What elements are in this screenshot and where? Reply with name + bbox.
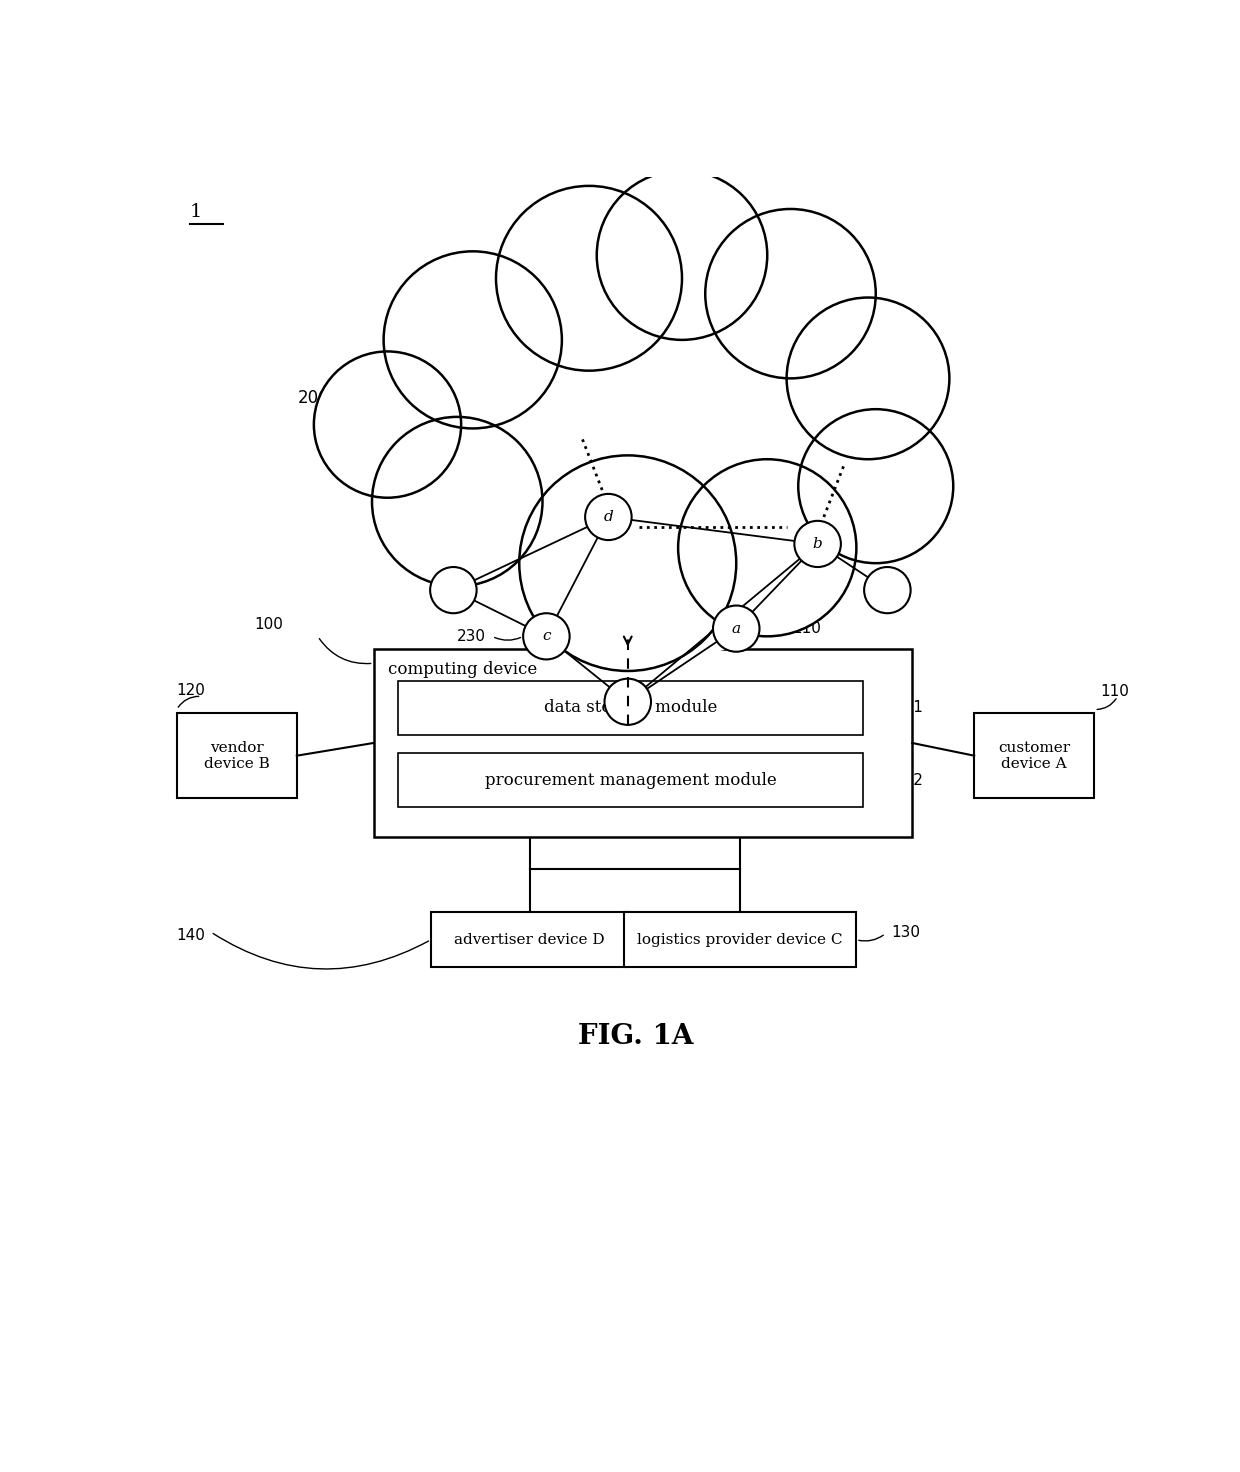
Circle shape [864, 567, 910, 614]
Text: 1: 1 [190, 203, 202, 221]
Circle shape [430, 567, 476, 614]
Text: 220: 220 [740, 509, 769, 524]
Text: 230: 230 [456, 629, 486, 643]
Circle shape [585, 495, 631, 540]
Circle shape [520, 455, 737, 671]
Circle shape [799, 409, 954, 564]
FancyBboxPatch shape [176, 714, 296, 798]
Circle shape [713, 605, 759, 652]
Text: 100: 100 [254, 617, 283, 633]
Text: advertiser device D: advertiser device D [454, 933, 605, 946]
Text: 240: 240 [647, 470, 676, 484]
Circle shape [678, 459, 857, 636]
Text: procurement management module: procurement management module [485, 771, 776, 789]
Text: computing device: computing device [387, 661, 537, 679]
FancyBboxPatch shape [373, 649, 913, 836]
Text: data storage module: data storage module [544, 699, 718, 717]
Circle shape [706, 209, 875, 378]
FancyBboxPatch shape [975, 714, 1095, 798]
Circle shape [795, 521, 841, 567]
Text: b: b [812, 537, 822, 551]
Circle shape [314, 352, 461, 498]
Text: 102: 102 [894, 773, 924, 788]
Circle shape [523, 614, 569, 659]
Text: d: d [604, 509, 614, 524]
FancyBboxPatch shape [398, 682, 863, 735]
Text: 200: 200 [298, 389, 330, 406]
Text: customer
device A: customer device A [998, 740, 1070, 771]
FancyBboxPatch shape [432, 913, 629, 967]
Text: 120: 120 [176, 683, 206, 698]
Text: a: a [732, 621, 740, 636]
Circle shape [605, 679, 651, 724]
Text: 101: 101 [894, 701, 924, 715]
Polygon shape [314, 171, 954, 671]
Text: 210: 210 [792, 621, 822, 636]
Text: vendor
device B: vendor device B [203, 740, 269, 771]
Circle shape [372, 417, 543, 586]
Circle shape [383, 252, 562, 428]
Text: 130: 130 [890, 924, 920, 939]
Text: logistics provider device C: logistics provider device C [637, 933, 842, 946]
Circle shape [496, 185, 682, 371]
Text: 110: 110 [1101, 684, 1130, 699]
Text: c: c [542, 630, 551, 643]
Text: FIG. 1A: FIG. 1A [578, 1023, 693, 1050]
Circle shape [786, 297, 950, 459]
Circle shape [596, 171, 768, 340]
FancyBboxPatch shape [398, 754, 863, 807]
FancyBboxPatch shape [624, 913, 856, 967]
Text: 140: 140 [176, 929, 206, 944]
